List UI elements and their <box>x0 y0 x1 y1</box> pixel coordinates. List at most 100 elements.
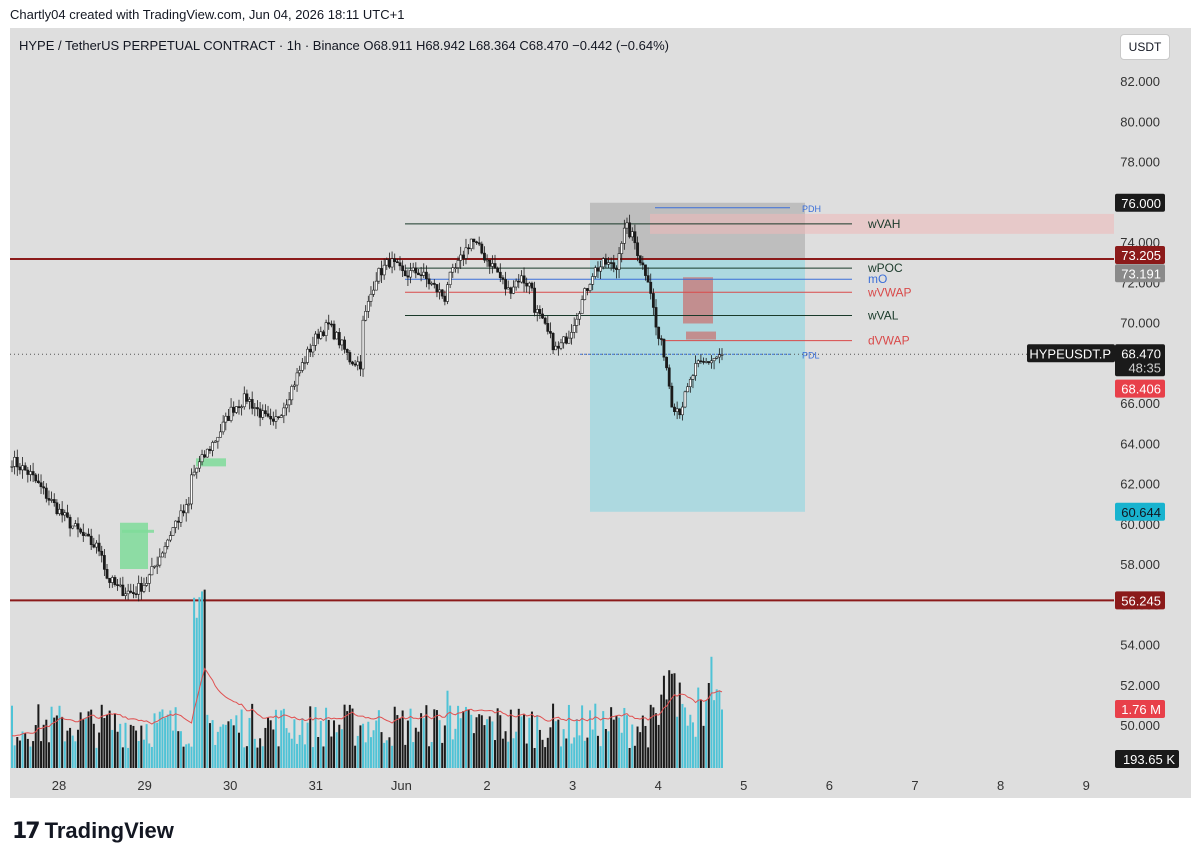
volume-bar <box>148 743 151 768</box>
supply-zone <box>650 213 1114 234</box>
volume-bar <box>253 738 256 768</box>
tradingview-wordmark: TradingView <box>44 818 174 843</box>
volume-bar <box>34 725 37 768</box>
candle-body <box>506 287 510 290</box>
volume-bar <box>95 747 98 768</box>
candle-body <box>498 271 502 278</box>
price-tag-target-bg <box>1115 502 1165 521</box>
candle-body <box>274 416 278 422</box>
volume-bar <box>673 673 676 768</box>
candle-body <box>345 349 349 353</box>
candle-body <box>221 421 225 433</box>
candle-body <box>435 284 439 293</box>
volume-bar <box>98 732 101 768</box>
volume-bar <box>29 746 32 768</box>
candle-body <box>525 282 529 287</box>
volume-bar <box>26 738 29 768</box>
volume-bar <box>655 713 658 768</box>
candle-body <box>21 465 24 471</box>
candle-body <box>81 531 85 536</box>
candle-body <box>351 361 354 365</box>
candle-body <box>720 353 724 356</box>
volume-bar <box>620 732 623 768</box>
volume-ma-tag-bg <box>1115 700 1165 718</box>
candle-body <box>121 584 125 596</box>
candle-body <box>124 593 127 596</box>
candle-body <box>551 333 555 351</box>
candle-body <box>454 267 457 269</box>
price-tag-bid: 68.406 <box>1121 382 1161 397</box>
volume-bar <box>639 732 642 768</box>
volume-bar <box>140 725 143 768</box>
volume-bar <box>467 709 470 768</box>
candle-body <box>261 410 265 418</box>
chart-panel[interactable]: wVAH wPOC mO wVWAP wVAL dVWAP PDH PDL 82.000 80.0… <box>10 28 1191 798</box>
volume-bar <box>153 713 156 768</box>
volume-bar <box>45 719 48 768</box>
volume-bar <box>554 721 557 768</box>
candle-body <box>541 313 544 319</box>
candle-body <box>163 546 167 554</box>
candle-body <box>293 384 296 387</box>
volume-bar <box>346 711 349 768</box>
candle-body <box>118 584 122 587</box>
candle-body <box>176 520 180 523</box>
candle-body <box>419 274 423 277</box>
price-tag-stop-bg <box>1115 193 1165 212</box>
candle-body <box>398 262 402 267</box>
candle-body <box>113 577 117 585</box>
volume-bar <box>625 715 628 768</box>
candle-body <box>707 361 711 364</box>
candle-body <box>530 282 534 289</box>
candle-body <box>694 363 698 377</box>
volume-bar <box>309 706 312 768</box>
candle-body <box>485 259 489 262</box>
volume-bar <box>285 728 288 768</box>
ohlc-low: L68.364 <box>468 38 516 53</box>
candle-body <box>438 289 441 293</box>
candle-body <box>493 263 497 269</box>
candle-body <box>464 247 468 259</box>
x-tick-label: 4 <box>655 778 662 793</box>
candle-body <box>636 242 639 256</box>
candle-body <box>403 270 407 277</box>
volume-bar <box>169 710 172 768</box>
candle-body <box>166 539 170 547</box>
candle-body <box>269 415 273 420</box>
volume-bar <box>187 743 190 768</box>
tradingview-logo[interactable]: 17 TradingView <box>12 818 174 844</box>
volume-bar <box>333 720 336 768</box>
volume-bar <box>678 682 681 768</box>
candle-body <box>401 265 405 272</box>
volume-bar <box>240 709 243 768</box>
volume-bar <box>327 719 330 768</box>
price-tag-symbol: HYPEUSDT.P <box>1029 346 1111 361</box>
volume-bar <box>375 720 378 768</box>
volume-bar <box>108 710 111 768</box>
candle-body <box>599 266 602 272</box>
volume-bar <box>668 670 671 768</box>
candle-body <box>630 231 634 238</box>
candle-body <box>31 471 35 476</box>
volume-bar <box>377 710 380 768</box>
volume-bar <box>515 731 518 768</box>
volume-bar <box>697 687 700 768</box>
volume-bar <box>573 737 576 768</box>
candle-body <box>667 367 671 387</box>
volume-bar <box>533 747 536 768</box>
volume-bar <box>369 737 372 768</box>
candle-body <box>456 260 460 268</box>
candle-body <box>649 281 653 294</box>
candle-body <box>696 360 700 364</box>
volume-bar <box>478 714 481 768</box>
candle-body <box>409 270 412 278</box>
price-tag-target: 60.644 <box>1121 505 1161 520</box>
volume-bar <box>40 741 43 768</box>
candle-body <box>496 267 500 273</box>
currency-button[interactable]: USDT <box>1120 34 1170 60</box>
candle-body <box>385 259 389 266</box>
attribution-bar: Chartly04 created with TradingView.com, … <box>0 0 1200 28</box>
price-tag-key-high: 73.205 <box>1121 248 1161 263</box>
candle-body <box>314 333 317 346</box>
